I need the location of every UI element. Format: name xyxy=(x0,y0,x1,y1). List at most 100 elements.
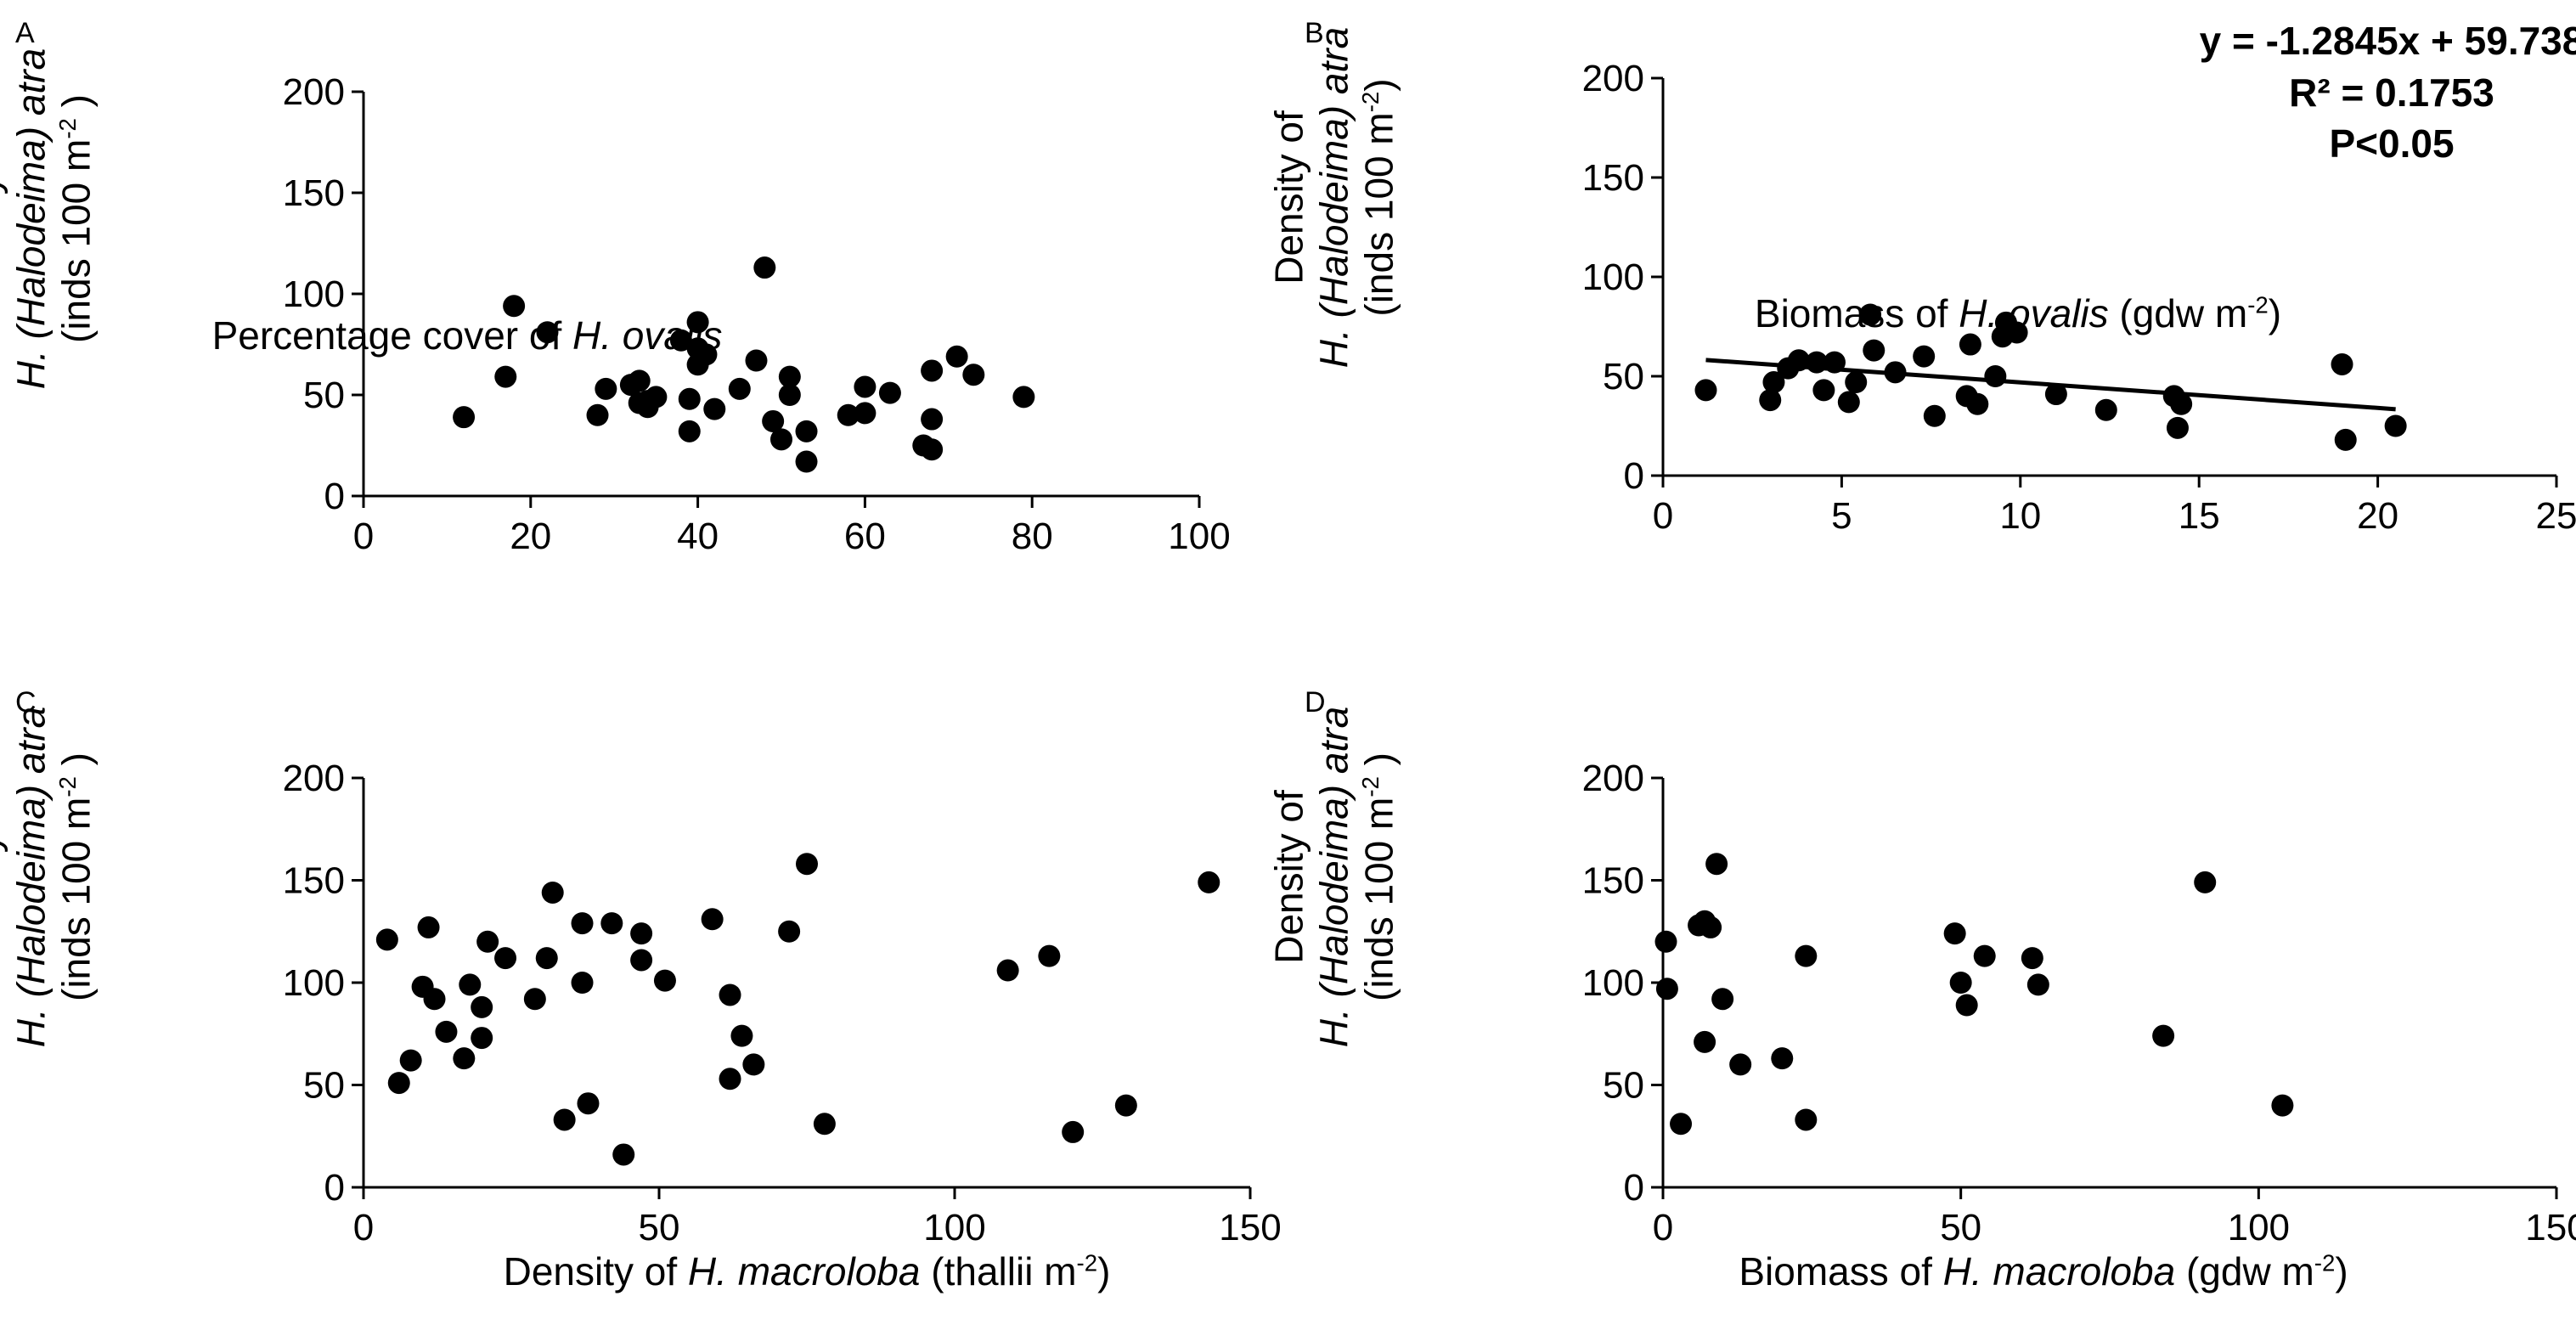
y-label-line1: Density of xyxy=(0,132,8,306)
x-tick-label: 5 xyxy=(1831,495,1852,537)
data-point xyxy=(453,406,476,429)
data-point xyxy=(471,995,493,1018)
data-point xyxy=(387,1072,410,1095)
y-tick-label: 100 xyxy=(283,962,345,1004)
data-point xyxy=(678,387,701,410)
data-point xyxy=(669,329,692,352)
y-tick-label: 150 xyxy=(283,172,345,214)
data-point xyxy=(1670,1113,1693,1136)
x-tick-label: 50 xyxy=(639,1207,680,1248)
data-point xyxy=(1884,361,1907,384)
data-point xyxy=(1805,351,1828,374)
data-point xyxy=(678,420,701,442)
data-point xyxy=(494,365,517,388)
data-point xyxy=(577,1092,600,1115)
y-tick-label: 100 xyxy=(1582,962,1644,1004)
data-point xyxy=(837,403,860,426)
y-label-line1: Density of xyxy=(0,790,8,964)
data-point xyxy=(703,397,726,420)
data-point xyxy=(686,311,709,334)
data-point xyxy=(1913,345,1936,368)
x-tick-label: 0 xyxy=(1653,495,1673,537)
x-tick-label: 100 xyxy=(923,1207,985,1248)
y-tick-label: 0 xyxy=(324,1167,345,1209)
y-label-line2: H. (Halodeima) atra xyxy=(8,706,54,1048)
panel-label: D xyxy=(1305,686,1326,719)
data-point xyxy=(770,428,792,451)
y-tick-label: 150 xyxy=(1582,860,1644,902)
data-point xyxy=(595,377,617,400)
y-tick-label: 50 xyxy=(1603,356,1644,397)
data-point xyxy=(695,343,718,366)
x-tick-label: 0 xyxy=(353,516,374,557)
data-point xyxy=(1655,978,1678,1000)
data-point xyxy=(375,928,398,951)
y-tick-label: 50 xyxy=(303,375,345,416)
chart-svg: 0 50 100 150 200 0 20 40 60 80 100 xyxy=(283,71,1231,557)
data-point xyxy=(1705,853,1728,876)
y-axis-label: Density of H. (Halodeima) atra (inds 100… xyxy=(1267,11,1424,385)
data-point xyxy=(778,365,801,388)
data-point xyxy=(701,908,724,931)
data-point xyxy=(536,321,559,344)
data-point xyxy=(1795,944,1818,967)
data-point xyxy=(2094,398,2117,421)
data-point xyxy=(523,988,546,1011)
y-label-line3: (inds 100 m-2) xyxy=(1356,78,1401,317)
data-point xyxy=(1729,1053,1752,1076)
data-point xyxy=(459,973,482,996)
equation-text: y = -1.2845x + 59.738 xyxy=(2199,19,2576,63)
data-point xyxy=(719,1068,741,1090)
data-point xyxy=(730,1024,753,1047)
y-tick-label: 0 xyxy=(324,476,345,517)
data-point xyxy=(630,949,653,972)
data-point xyxy=(778,384,801,406)
data-point xyxy=(2271,1094,2294,1117)
y-label-line3: (inds 100 m-2 ) xyxy=(1356,752,1401,1001)
data-point xyxy=(2044,383,2067,406)
data-point xyxy=(2026,973,2049,996)
y-tick-label: 50 xyxy=(1603,1065,1644,1107)
data-point xyxy=(2166,416,2189,439)
data-point xyxy=(2384,414,2407,437)
data-point xyxy=(1694,379,1717,402)
data-point xyxy=(435,1020,458,1043)
x-tick-label: 100 xyxy=(2228,1207,2290,1248)
regression-annotation: y = -1.2845x + 59.738 R² = 0.1753 P<0.05 xyxy=(2137,15,2576,170)
data-point xyxy=(453,1047,476,1070)
data-point xyxy=(399,1049,422,1072)
data-point xyxy=(1771,1047,1794,1070)
x-tick-label: 150 xyxy=(1219,1207,1281,1248)
x-tick-label: 60 xyxy=(844,516,886,557)
data-point xyxy=(541,881,564,904)
panel-label: C xyxy=(15,686,37,719)
data-point xyxy=(535,947,558,970)
data-point xyxy=(503,295,526,318)
data-point xyxy=(1654,930,1677,953)
x-axis-label: Biomass of H. ovalis (gdw m-2) xyxy=(1754,291,2282,335)
data-point xyxy=(1943,922,1966,945)
data-point xyxy=(1859,303,1882,326)
x-axis-label: Biomass of H. macroloba (gdw m-2) xyxy=(1739,1249,2348,1293)
data-point xyxy=(1699,916,1722,938)
y-tick-label: 200 xyxy=(283,758,345,799)
data-point xyxy=(795,420,818,442)
data-point xyxy=(921,438,944,461)
x-tick-label: 20 xyxy=(2357,495,2398,537)
x-tick-label: 150 xyxy=(2525,1207,2576,1248)
data-point xyxy=(1973,944,1996,967)
data-point xyxy=(962,363,985,386)
data-point xyxy=(1823,351,1846,374)
x-tick-label: 15 xyxy=(2179,495,2220,537)
data-point xyxy=(753,256,776,279)
data-point xyxy=(476,930,499,953)
data-point xyxy=(1795,1108,1818,1131)
data-point xyxy=(1812,379,1835,402)
data-point xyxy=(996,959,1019,982)
data-point xyxy=(1984,365,2007,387)
data-point xyxy=(1949,972,1972,994)
y-tick-label: 200 xyxy=(1582,758,1644,799)
y-tick-label: 0 xyxy=(1624,1167,1644,1209)
chart-svg: 0 50 100 150 200 0 50 100 150 xyxy=(283,758,1282,1248)
y-axis-label: Density of H. (Halodeima) atra (inds 100… xyxy=(0,690,121,1064)
